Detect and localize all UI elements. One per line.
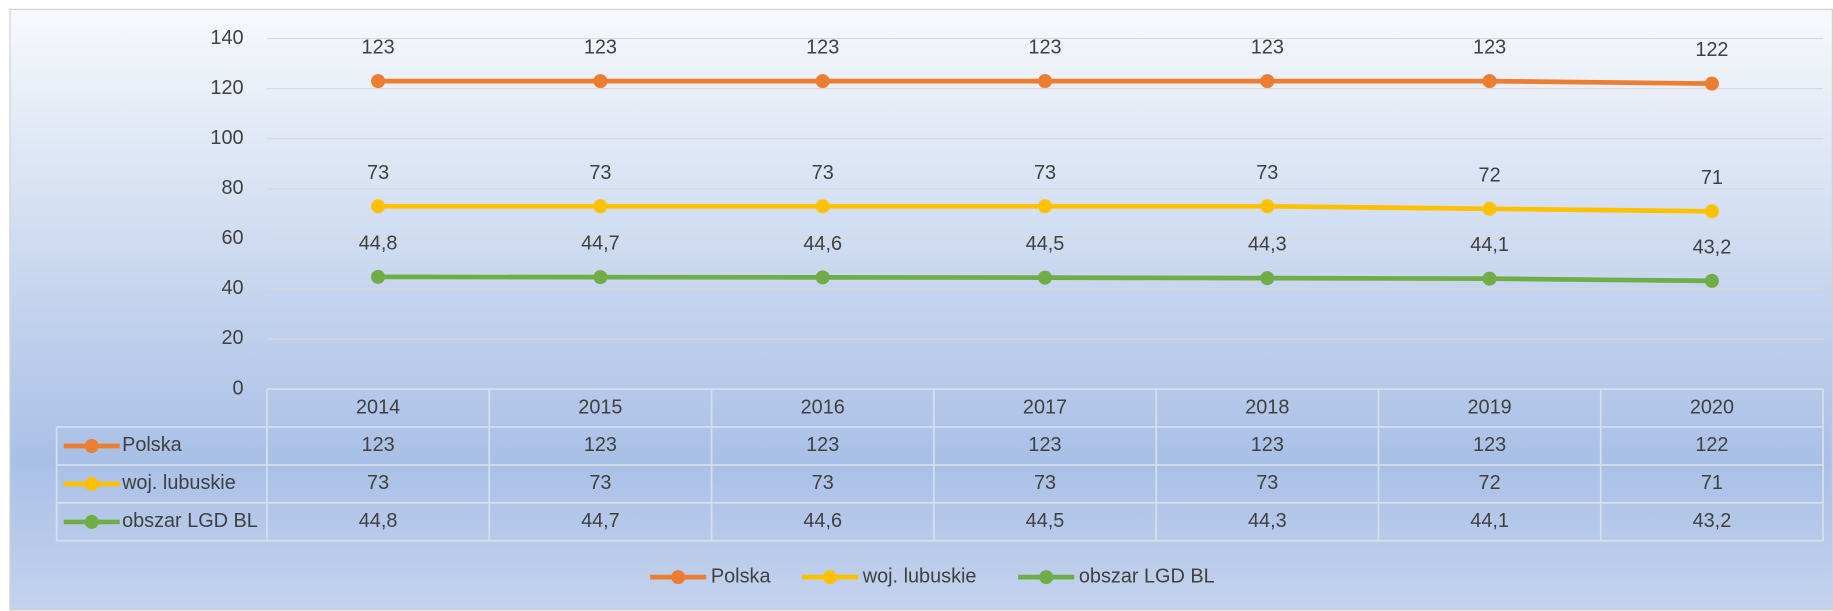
data-point <box>1482 201 1497 216</box>
data-label: 123 <box>1251 37 1284 59</box>
x-tick-label: 2014 <box>356 396 400 418</box>
table-series-name: Polska <box>122 434 183 456</box>
data-label: 73 <box>589 162 611 184</box>
data-label: 122 <box>1695 39 1728 61</box>
data-point <box>1260 74 1275 89</box>
data-label: 44,7 <box>581 233 620 255</box>
table-cell: 123 <box>584 434 617 456</box>
chart-background <box>9 8 1833 611</box>
table-cell: 44,1 <box>1470 510 1509 532</box>
legend-swatch-marker <box>823 570 838 585</box>
data-point <box>1260 199 1275 214</box>
legend-label: woj. lubuskie <box>862 565 977 587</box>
data-label: 44,8 <box>359 232 398 254</box>
data-point <box>1037 199 1053 214</box>
table-cell: 44,6 <box>803 510 842 532</box>
data-point <box>815 270 830 285</box>
data-point <box>371 74 386 89</box>
table-series-name: woj. lubuskie <box>121 472 236 494</box>
data-label: 73 <box>1256 162 1278 184</box>
data-label: 123 <box>584 37 617 59</box>
data-point <box>593 74 608 89</box>
table-series-name: obszar LGD BL <box>122 510 258 532</box>
table-cell: 72 <box>1479 472 1501 494</box>
legend-swatch-marker <box>84 438 99 453</box>
data-point <box>593 199 608 214</box>
data-label: 73 <box>1034 162 1056 184</box>
data-label: 44,6 <box>803 233 842 255</box>
data-label: 44,5 <box>1026 233 1065 255</box>
data-label: 43,2 <box>1693 236 1732 258</box>
y-tick-label: 20 <box>221 327 243 349</box>
data-label: 71 <box>1701 167 1723 189</box>
data-label: 123 <box>1028 37 1061 59</box>
data-label: 123 <box>806 37 839 59</box>
table-cell: 123 <box>1473 434 1506 456</box>
legend-swatch-marker <box>84 514 99 529</box>
table-cell: 122 <box>1695 434 1728 456</box>
data-point <box>1704 76 1719 91</box>
y-tick-label: 80 <box>221 177 243 199</box>
data-point <box>371 199 386 214</box>
y-tick-label: 120 <box>210 77 243 99</box>
data-point <box>1704 273 1719 288</box>
data-point <box>593 270 608 285</box>
legend-swatch-marker <box>84 476 99 491</box>
x-tick-label: 2018 <box>1245 396 1289 418</box>
table-cell: 73 <box>1256 472 1278 494</box>
data-point <box>815 74 830 89</box>
data-label: 73 <box>812 162 834 184</box>
legend-label: Polska <box>711 565 772 587</box>
data-point <box>1482 74 1497 89</box>
table-cell: 123 <box>806 434 839 456</box>
data-label: 73 <box>367 162 389 184</box>
table-cell: 73 <box>367 472 389 494</box>
table-cell: 44,8 <box>359 510 398 532</box>
table-cell: 44,5 <box>1026 510 1065 532</box>
data-label: 44,1 <box>1470 234 1509 256</box>
table-cell: 123 <box>1251 434 1284 456</box>
table-cell: 43,2 <box>1693 510 1732 532</box>
x-tick-label: 2017 <box>1023 396 1067 418</box>
data-point <box>815 199 830 214</box>
data-point <box>1704 204 1719 219</box>
table-cell: 44,7 <box>581 510 620 532</box>
x-tick-label: 2015 <box>578 396 622 418</box>
data-point <box>1037 270 1053 285</box>
x-tick-label: 2016 <box>801 396 845 418</box>
table-cell: 123 <box>362 434 395 456</box>
legend-label: obszar LGD BL <box>1079 565 1215 587</box>
table-cell: 71 <box>1701 472 1723 494</box>
table-cell: 73 <box>589 472 611 494</box>
data-label: 72 <box>1479 164 1501 186</box>
y-tick-label: 0 <box>233 377 244 399</box>
x-tick-label: 2019 <box>1468 396 1512 418</box>
y-tick-label: 40 <box>221 277 243 299</box>
data-point <box>1260 271 1275 286</box>
y-tick-label: 60 <box>221 227 243 249</box>
legend-swatch-marker <box>671 570 686 585</box>
y-tick-label: 100 <box>210 127 243 149</box>
table-cell: 44,3 <box>1248 510 1287 532</box>
data-label: 123 <box>362 37 395 59</box>
data-label: 44,3 <box>1248 234 1287 256</box>
data-label: 123 <box>1473 37 1506 59</box>
data-point <box>1037 74 1053 89</box>
y-tick-label: 140 <box>210 27 243 49</box>
x-tick-label: 2020 <box>1690 396 1734 418</box>
table-cell: 123 <box>1028 434 1061 456</box>
legend-swatch-marker <box>1039 570 1054 585</box>
table-cell: 73 <box>1034 472 1056 494</box>
data-point <box>1482 271 1497 286</box>
table-cell: 73 <box>812 472 834 494</box>
data-point <box>371 269 386 284</box>
